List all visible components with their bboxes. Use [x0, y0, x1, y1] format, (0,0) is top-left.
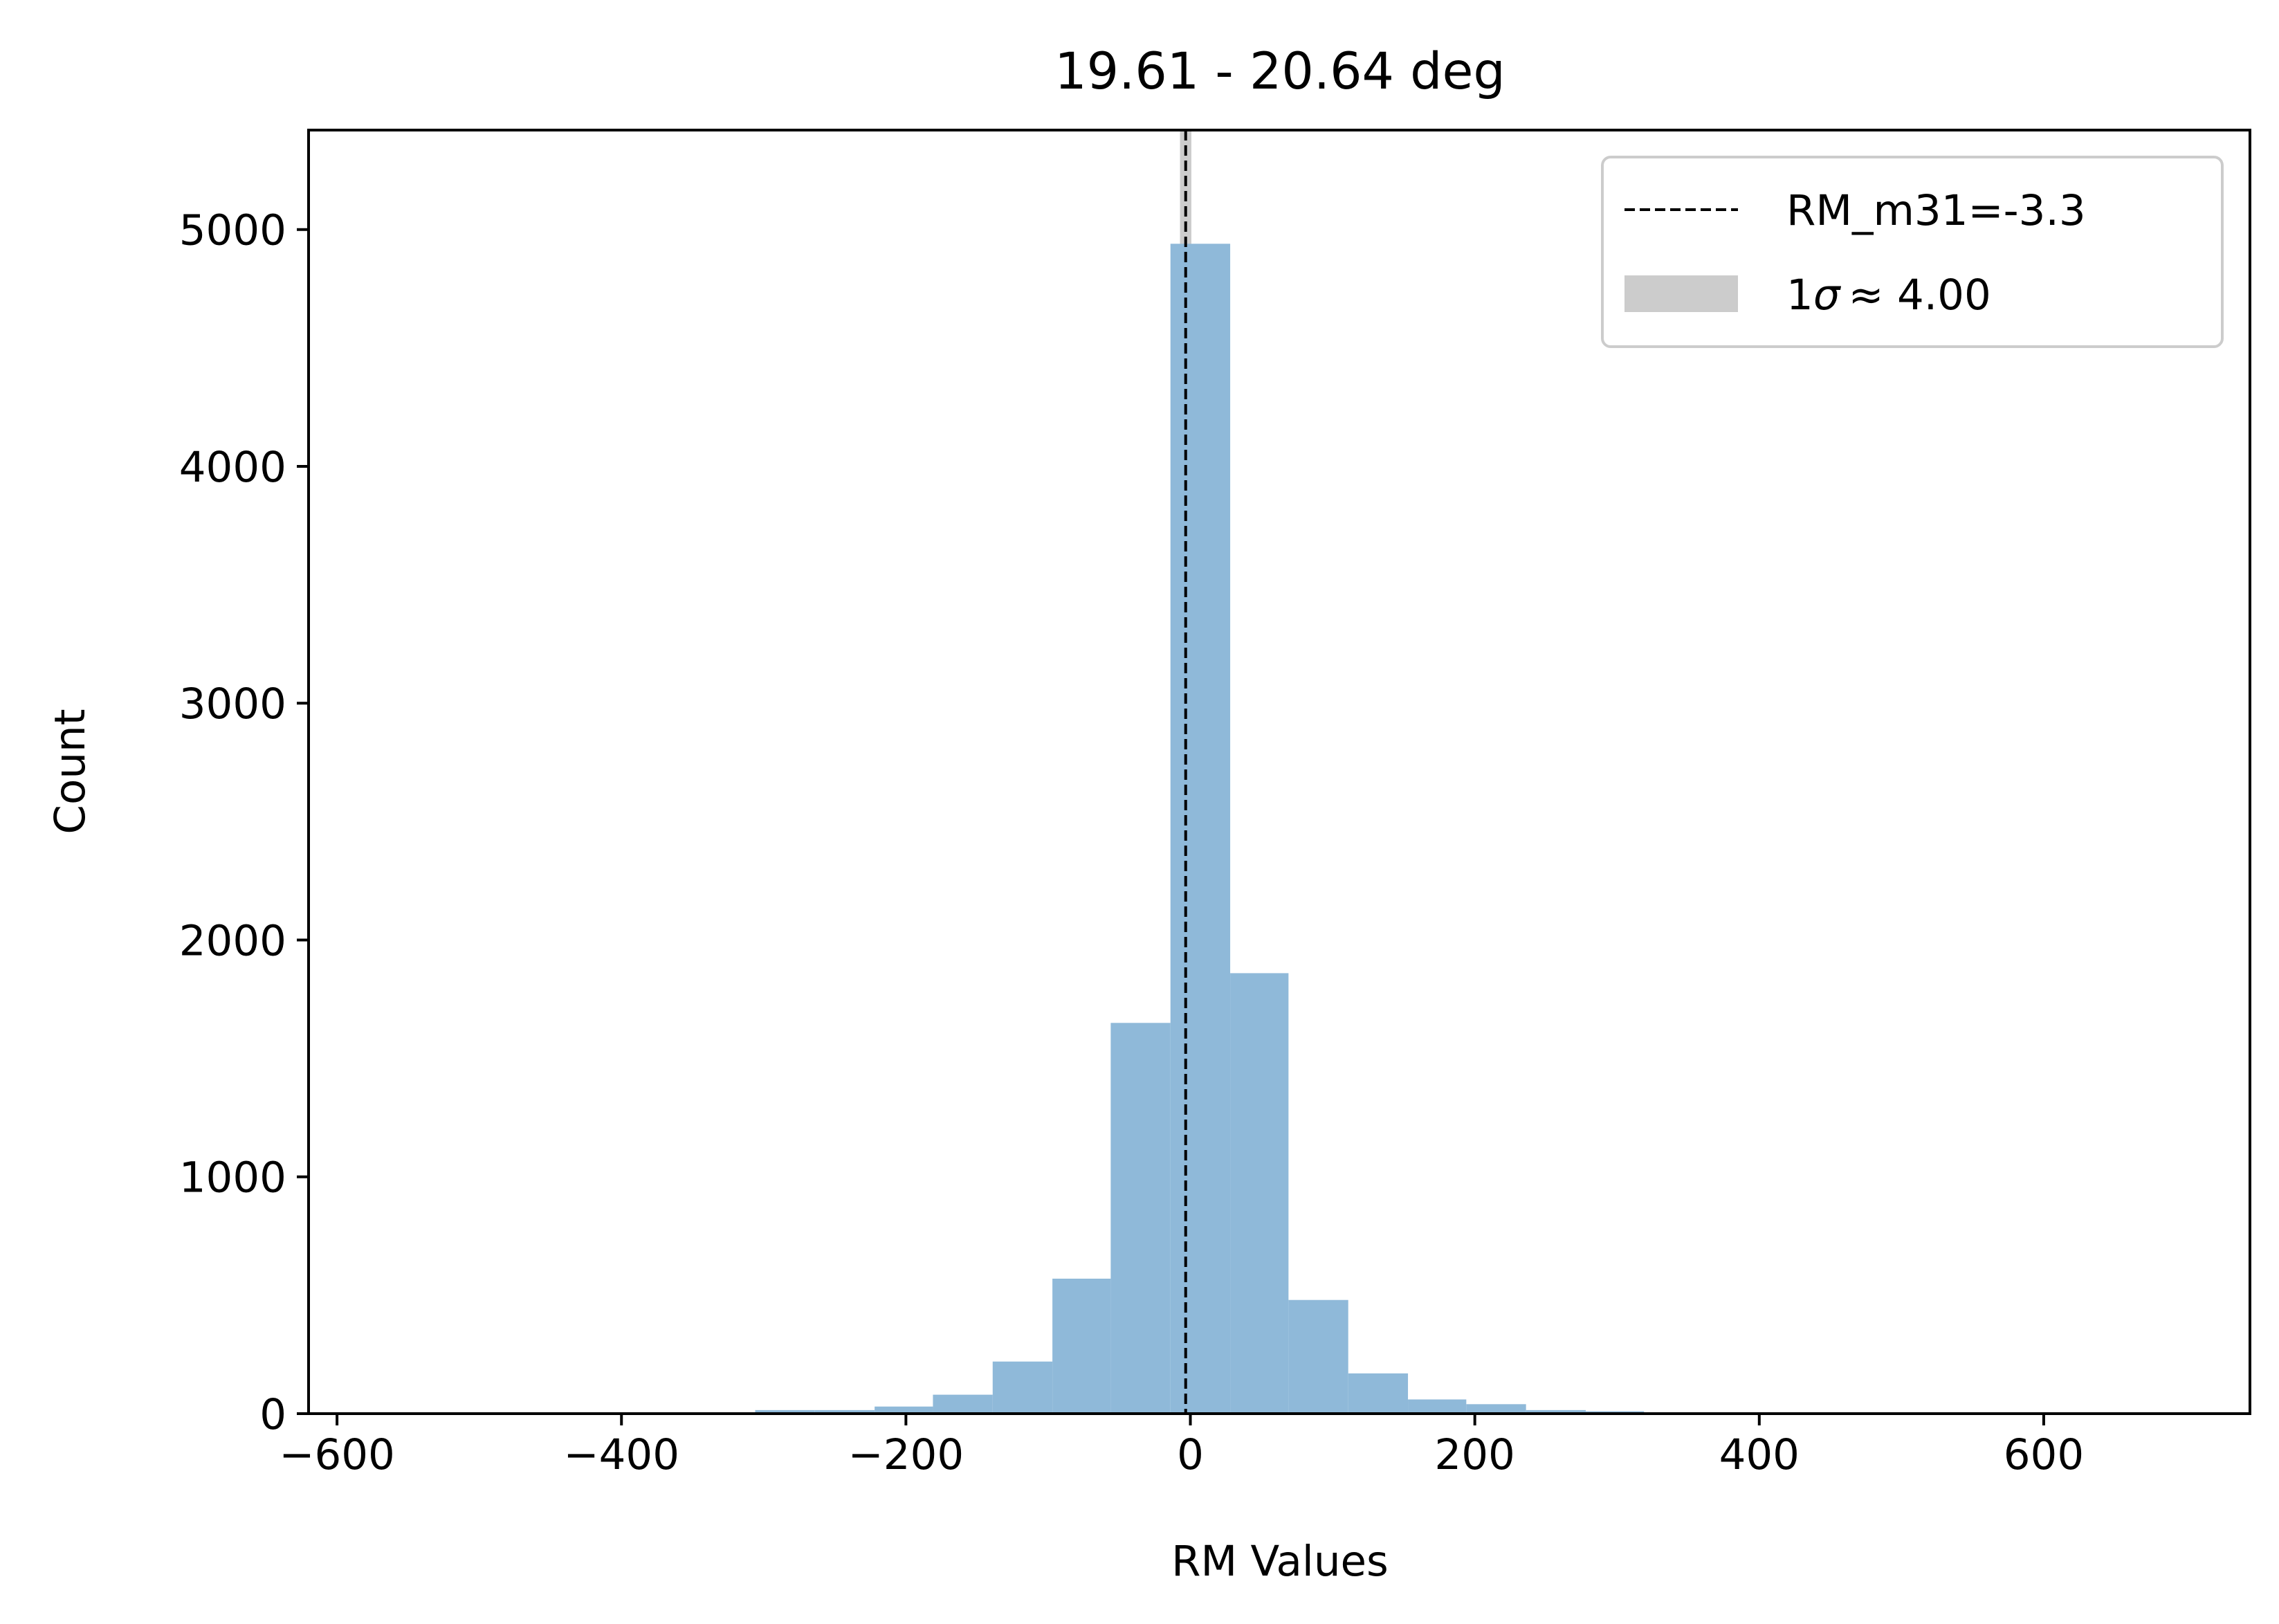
- legend-sigma-swatch: [1624, 275, 1738, 312]
- legend-label-sigma: 1σ ≈ 4.00: [1786, 271, 1991, 320]
- y-tick-label: 3000: [179, 679, 286, 729]
- histogram-bar: [1288, 1299, 1348, 1414]
- histogram-bar: [1526, 1409, 1586, 1414]
- legend-label-rm-m31: RM_m31=-3.3: [1786, 186, 2086, 235]
- legend-sigma-value: ≈ 4.00: [1848, 271, 1990, 320]
- x-axis-ticks: −600 −400 −200 0 200 400 600: [279, 1414, 2084, 1479]
- legend: RM_m31=-3.3 1σ ≈ 4.00: [1601, 156, 2224, 348]
- histogram-bar: [1110, 1023, 1171, 1414]
- legend-box: [1601, 156, 2224, 348]
- plot-frame: [307, 129, 2251, 1415]
- x-tick-label: 600: [2004, 1430, 2084, 1479]
- histogram-bar: [933, 1394, 993, 1414]
- x-tick-label: 200: [1434, 1430, 1514, 1479]
- histogram-bar: [755, 1409, 815, 1414]
- x-tick-label: −200: [848, 1430, 964, 1479]
- y-tick-label: 2000: [179, 916, 286, 965]
- legend-sigma-prefix: 1: [1786, 271, 1813, 320]
- y-axis-ticks: 0 1000 2000 3000 4000 5000: [179, 206, 309, 1439]
- histogram-bar: [992, 1361, 1053, 1414]
- histogram-bar: [875, 1406, 933, 1414]
- y-tick-label: 0: [259, 1390, 286, 1439]
- x-tick-label: −600: [279, 1430, 395, 1479]
- x-axis-label: RM Values: [1171, 1537, 1389, 1586]
- x-tick-label: −400: [563, 1430, 679, 1479]
- chart-title: 19.61 - 20.64 deg: [1054, 42, 1505, 101]
- histogram-bar: [1170, 244, 1231, 1414]
- y-axis-label: Count: [46, 709, 95, 834]
- histogram-bar: [814, 1409, 875, 1414]
- histogram-bars: [755, 244, 1645, 1414]
- y-tick-label: 4000: [179, 443, 286, 492]
- y-tick-label: 1000: [179, 1153, 286, 1203]
- y-tick-label: 5000: [179, 206, 286, 255]
- histogram-bar: [1230, 973, 1289, 1414]
- legend-sigma-symbol: σ: [1813, 271, 1842, 320]
- histogram-bar: [1466, 1404, 1526, 1414]
- histogram-bar: [1408, 1399, 1467, 1414]
- histogram-bar: [1348, 1373, 1409, 1414]
- x-tick-label: 400: [1719, 1430, 1800, 1479]
- histogram-bar: [1052, 1278, 1111, 1414]
- x-tick-label: 0: [1177, 1430, 1204, 1479]
